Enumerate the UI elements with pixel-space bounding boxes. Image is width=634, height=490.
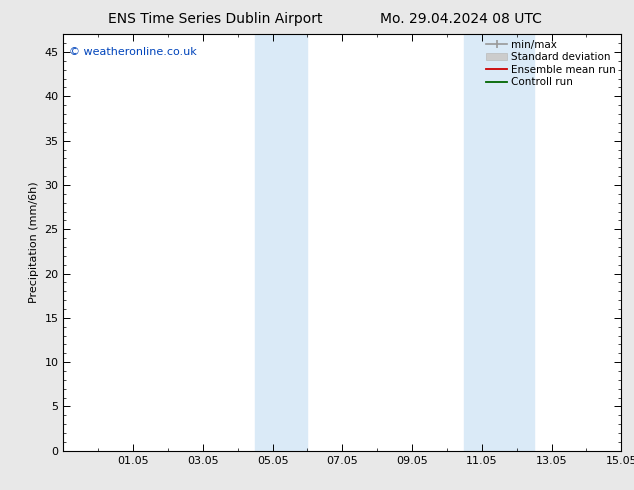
Text: Mo. 29.04.2024 08 UTC: Mo. 29.04.2024 08 UTC — [380, 12, 542, 26]
Legend: min/max, Standard deviation, Ensemble mean run, Controll run: min/max, Standard deviation, Ensemble me… — [483, 36, 619, 91]
Text: ENS Time Series Dublin Airport: ENS Time Series Dublin Airport — [108, 12, 322, 26]
Text: © weatheronline.co.uk: © weatheronline.co.uk — [69, 47, 197, 57]
Y-axis label: Precipitation (mm/6h): Precipitation (mm/6h) — [29, 182, 39, 303]
Bar — [464, 34, 534, 451]
Bar — [255, 34, 307, 451]
